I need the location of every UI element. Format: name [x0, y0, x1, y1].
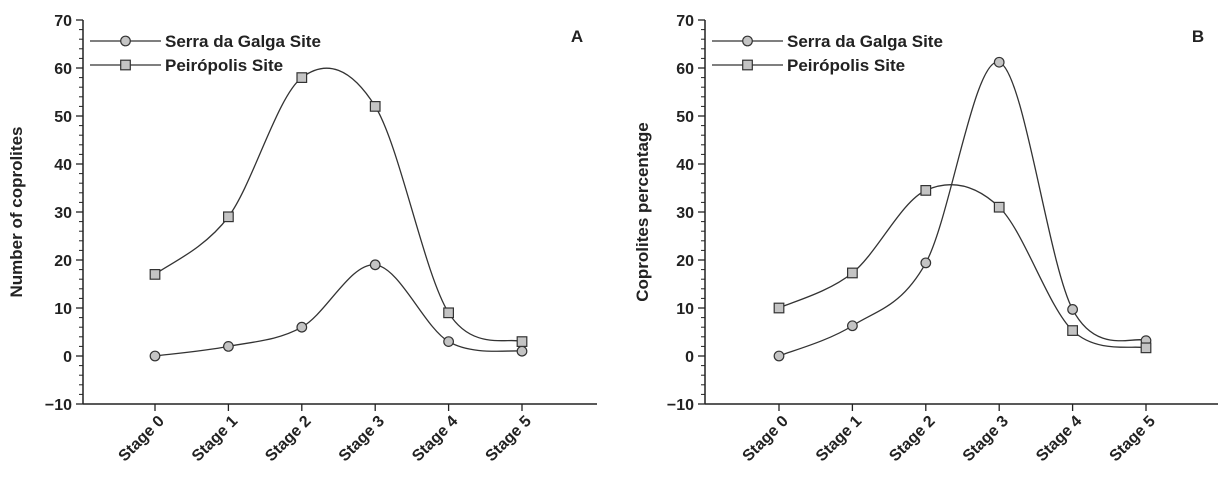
x-tick-label: Stage 2: [262, 413, 314, 465]
legend-marker-circle: [120, 35, 131, 47]
data-point-serra-da-galga: [847, 320, 858, 332]
data-point-peiropolis: [296, 72, 308, 84]
data-point-serra-da-galga: [1067, 304, 1078, 315]
series-line-serra-da-galga: [778, 61, 1147, 357]
data-point-serra-da-galga: [516, 345, 528, 357]
y-tick-label: −10: [45, 397, 72, 414]
data-point-serra-da-galga: [149, 350, 161, 362]
legend-marker-square: [742, 59, 753, 71]
legend-marker-square: [120, 59, 131, 71]
data-point-serra-da-galga: [773, 350, 785, 362]
legend-label: Peirópolis Site: [165, 56, 283, 75]
data-point-serra-da-galga: [296, 321, 308, 333]
y-tick-label: 70: [676, 13, 694, 30]
y-tick-label: 60: [54, 61, 72, 78]
x-tick-label: Stage 3: [960, 413, 1012, 465]
data-point-peiropolis: [443, 307, 454, 319]
data-point-peiropolis: [1067, 325, 1079, 336]
y-tick-label: 10: [54, 301, 72, 318]
y-tick-label: 50: [676, 109, 694, 126]
y-tick-label: 60: [676, 61, 694, 78]
x-tick-label: Stage 1: [813, 413, 865, 465]
data-point-peiropolis: [993, 201, 1005, 213]
data-point-peiropolis: [846, 267, 858, 279]
y-axis-title: Coprolites percentage: [633, 122, 652, 302]
series-line-serra-da-galga: [154, 264, 523, 357]
legend-label: Serra da Galga Site: [787, 32, 943, 51]
data-point-peiropolis: [369, 100, 381, 112]
legend-marker-circle: [742, 35, 753, 47]
data-point-serra-da-galga: [443, 336, 455, 348]
x-tick-label: Stage 1: [189, 413, 241, 465]
y-tick-label: 20: [54, 253, 72, 270]
data-point-serra-da-galga: [993, 56, 1005, 68]
data-point-peiropolis: [1140, 342, 1152, 354]
y-tick-label: 40: [676, 157, 694, 174]
x-tick-label: Stage 0: [116, 413, 168, 465]
x-tick-label: Stage 0: [740, 413, 792, 465]
legend-label: Peirópolis Site: [787, 56, 905, 75]
data-point-serra-da-galga: [222, 341, 234, 352]
data-point-serra-da-galga: [920, 257, 932, 269]
x-tick-label: Stage 2: [886, 413, 938, 465]
x-tick-label: Stage 4: [1033, 413, 1085, 465]
data-point-peiropolis: [920, 185, 932, 196]
y-tick-label: 40: [54, 157, 72, 174]
y-tick-label: 10: [676, 301, 694, 318]
chart-panel-a: −10 0 10 20 30 40 50 60 70 Stage 0 Stage 1 Stage 2 S…: [7, 13, 597, 465]
data-point-peiropolis: [516, 336, 528, 347]
chart-panel-b: −10 0 10 20 30 40 50 60 70 Stage 0 Stage 1 Stage 2 S…: [633, 13, 1218, 465]
y-tick-label: 20: [676, 253, 694, 270]
panel-letter: B: [1192, 27, 1204, 46]
y-tick-label: 70: [54, 13, 72, 30]
x-tick-label: Stage 3: [336, 413, 388, 465]
legend-label: Serra da Galga Site: [165, 32, 321, 51]
y-tick-label: −10: [667, 397, 694, 414]
x-tick-label: Stage 4: [409, 413, 461, 465]
data-point-peiropolis: [773, 302, 785, 314]
y-tick-label: 0: [685, 349, 694, 366]
y-tick-label: 30: [54, 205, 72, 222]
series-line-peiropolis: [778, 184, 1147, 349]
y-tick-label: 50: [54, 109, 72, 126]
data-point-peiropolis: [223, 211, 234, 223]
data-point-peiropolis: [149, 269, 161, 280]
y-tick-label: 30: [676, 205, 694, 222]
x-tick-label: Stage 5: [483, 413, 535, 465]
series-line-peiropolis: [154, 67, 523, 343]
panel-letter: A: [571, 27, 583, 46]
x-tick-label: Stage 5: [1107, 413, 1159, 465]
y-axis-title: Number of coprolites: [7, 127, 26, 298]
data-point-serra-da-galga: [369, 259, 381, 271]
y-tick-label: 0: [63, 349, 72, 366]
